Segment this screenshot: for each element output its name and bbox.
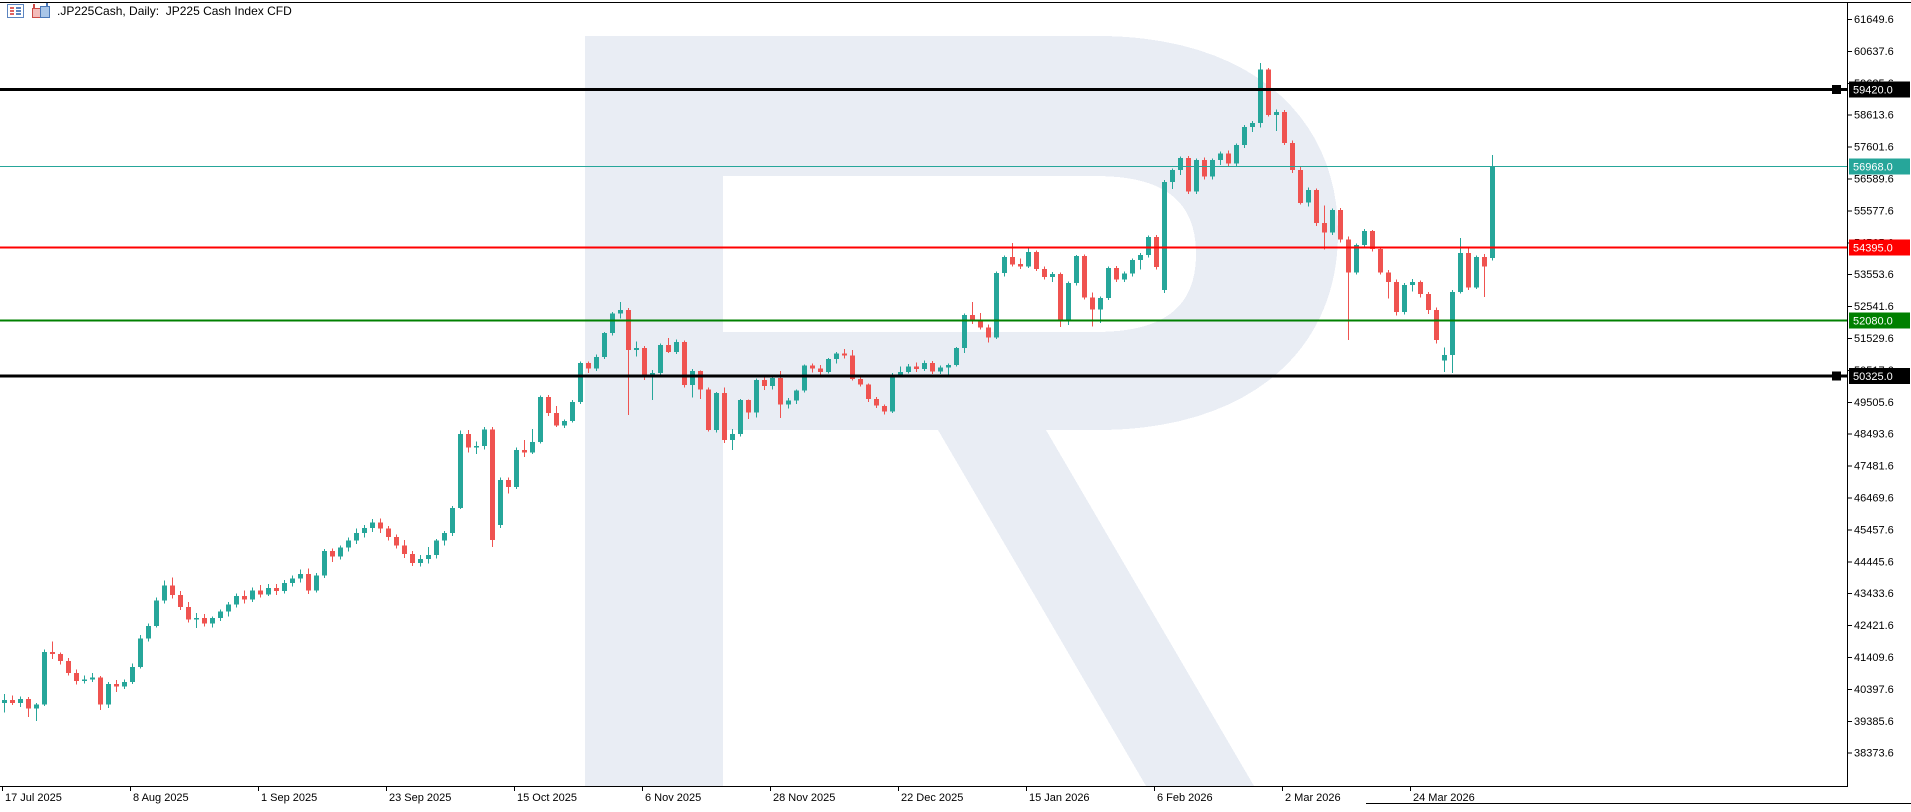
svg-text:45457.6: 45457.6: [1854, 524, 1894, 536]
svg-text:39385.6: 39385.6: [1854, 716, 1894, 728]
bottom-right-divider: [1366, 803, 1911, 804]
svg-text:17 Jul 2025: 17 Jul 2025: [5, 792, 62, 804]
svg-text:60637.6: 60637.6: [1854, 46, 1894, 58]
chart-symbol-icon: [32, 3, 50, 18]
level-line-54395.0[interactable]: [0, 246, 1847, 249]
svg-text:2 Mar 2026: 2 Mar 2026: [1285, 792, 1341, 804]
svg-text:15 Oct 2025: 15 Oct 2025: [517, 792, 577, 804]
level-line-50325.0[interactable]: [0, 374, 1847, 378]
svg-text:61649.6: 61649.6: [1854, 14, 1894, 26]
svg-text:51529.6: 51529.6: [1854, 333, 1894, 345]
svg-text:52541.6: 52541.6: [1854, 301, 1894, 313]
level-line-59420.0[interactable]: [0, 87, 1847, 91]
frame-top: [0, 2, 1911, 3]
svg-text:1 Sep 2025: 1 Sep 2025: [261, 792, 317, 804]
svg-text:43433.6: 43433.6: [1854, 588, 1894, 600]
svg-text:58613.6: 58613.6: [1854, 110, 1894, 122]
chart-title: .JP225Cash, Daily: JP225 Cash Index CFD: [57, 4, 292, 18]
svg-text:56968.0: 56968.0: [1853, 162, 1893, 174]
svg-text:6 Nov 2025: 6 Nov 2025: [645, 792, 701, 804]
svg-text:50325.0: 50325.0: [1853, 371, 1893, 383]
svg-text:49505.6: 49505.6: [1854, 397, 1894, 409]
svg-text:8 Aug 2025: 8 Aug 2025: [133, 792, 189, 804]
svg-text:59420.0: 59420.0: [1853, 84, 1893, 96]
svg-text:22 Dec 2025: 22 Dec 2025: [901, 792, 963, 804]
svg-text:57601.6: 57601.6: [1854, 142, 1894, 154]
indicator-list-icon: [7, 4, 24, 18]
level-line-handle[interactable]: [1832, 371, 1841, 381]
svg-text:24 Mar 2026: 24 Mar 2026: [1413, 792, 1475, 804]
svg-text:46469.6: 46469.6: [1854, 493, 1894, 505]
frame-bottom: [0, 786, 1848, 787]
svg-text:42421.6: 42421.6: [1854, 620, 1894, 632]
chart-title-bar: .JP225Cash, Daily: JP225 Cash Index CFD: [7, 3, 292, 19]
level-line-handle[interactable]: [1832, 84, 1841, 94]
candles: [2, 62, 1495, 721]
price-badges: 59420.0 56968.0 54395.0 52080.0 50325.0: [1849, 81, 1910, 384]
svg-text:44445.6: 44445.6: [1854, 556, 1894, 568]
svg-text:48493.6: 48493.6: [1854, 429, 1894, 441]
svg-text:40397.6: 40397.6: [1854, 684, 1894, 696]
watermark-logo: [585, 36, 1338, 786]
svg-text:23 Sep 2025: 23 Sep 2025: [389, 792, 451, 804]
svg-text:52080.0: 52080.0: [1853, 316, 1893, 328]
level-line-52080.0[interactable]: [0, 319, 1847, 322]
svg-text:28 Nov 2025: 28 Nov 2025: [773, 792, 835, 804]
svg-text:41409.6: 41409.6: [1854, 652, 1894, 664]
frame-right: [1847, 2, 1848, 786]
svg-text:6 Feb 2026: 6 Feb 2026: [1157, 792, 1213, 804]
svg-text:38373.6: 38373.6: [1854, 748, 1894, 760]
svg-text:54395.0: 54395.0: [1853, 243, 1893, 255]
svg-text:55577.6: 55577.6: [1854, 205, 1894, 217]
svg-text:15 Jan 2026: 15 Jan 2026: [1029, 792, 1090, 804]
level-line-56968.0[interactable]: [0, 166, 1847, 168]
time-axis[interactable]: 17 Jul 2025 8 Aug 2025 1 Sep 2025 23 Sep 20…: [2, 786, 1475, 804]
svg-text:56589.6: 56589.6: [1854, 174, 1894, 186]
svg-text:47481.6: 47481.6: [1854, 461, 1894, 473]
svg-text:53553.6: 53553.6: [1854, 269, 1894, 281]
